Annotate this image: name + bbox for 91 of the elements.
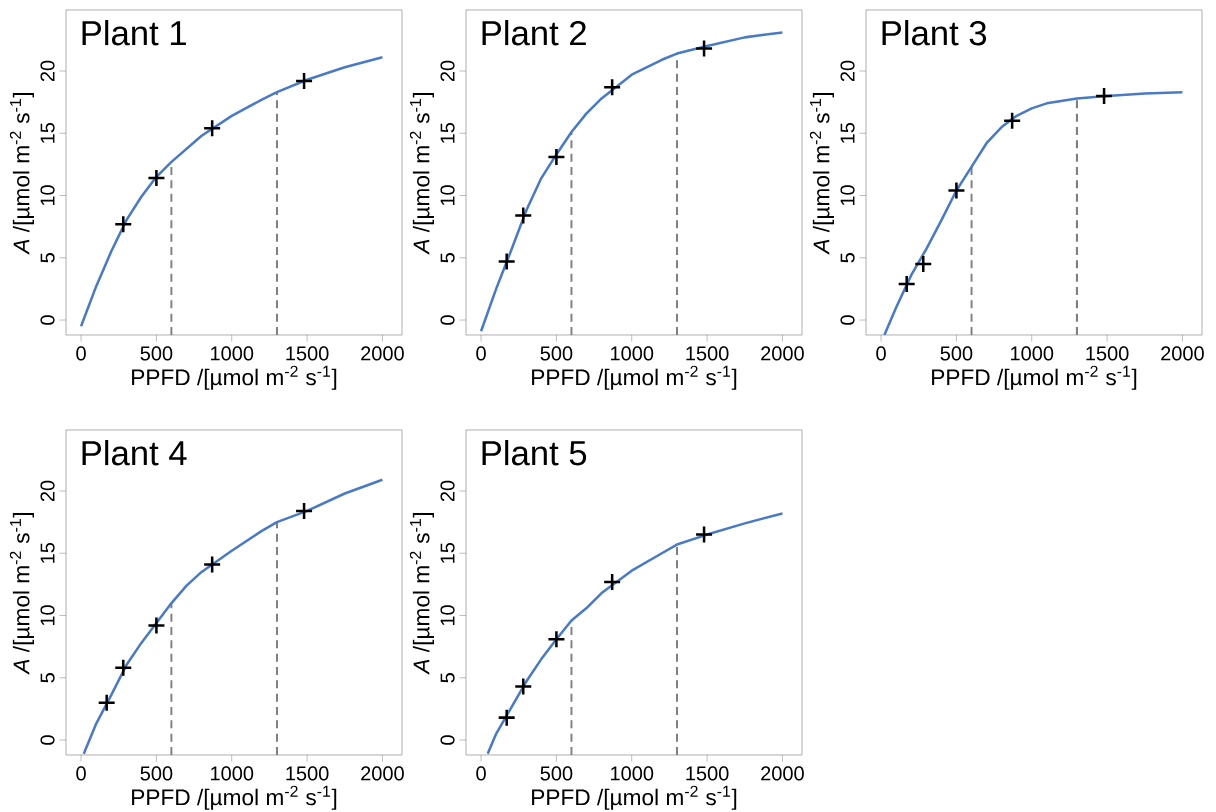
y-tick-label: 5 [40,673,55,683]
y-tick-label: 10 [40,605,55,626]
y-tick-label: 5 [440,673,455,683]
point [602,572,622,592]
x-tick-label: 500 [140,766,173,781]
x-tick-label: 1500 [686,766,729,781]
x-tick-label: 2000 [361,766,404,781]
y-tick-label: 20 [440,480,455,502]
point [602,77,622,97]
x-tick-label: 2000 [1161,346,1204,361]
y-tick-label: 0 [440,315,455,325]
point [513,677,533,696]
x-tick-label: 0 [876,346,886,361]
chart-title: Plant 1 [82,20,186,46]
y-tick-label: 15 [40,542,55,563]
y-tick-label: 5 [440,253,455,263]
point [202,119,222,138]
x-tick-label: 1500 [286,766,329,781]
y-tick-label: 10 [40,185,55,206]
y-axis-title: A /[µmol m$^{-2}$ s$^{-1}$] [9,512,34,675]
x-tick-label: 0 [76,346,86,361]
y-tick-label: 5 [40,253,55,263]
point [513,206,533,225]
y-tick-label: 0 [840,315,855,325]
point [97,693,116,712]
y-tick-label: 0 [40,735,55,745]
y-tick-label: 10 [840,185,855,206]
point [547,629,566,649]
point [1094,86,1114,106]
x-tick-label: 2000 [761,346,804,361]
y-tick-label: 0 [440,735,455,745]
line-series [883,90,1184,335]
x-tick-label: 0 [476,346,486,361]
x-tick-label: 2000 [361,346,404,361]
x-tick-label: 500 [940,346,973,361]
x-tick-label: 0 [76,766,86,781]
x-tick-label: 1000 [211,766,254,781]
y-tick-label: 10 [440,185,455,206]
x-axis-title: PPFD /[µmol m$^{-2}$ s$^{-1}$] [132,785,337,810]
x-tick-label: 0 [476,766,486,781]
y-tick-label: 15 [440,122,455,143]
x-tick-label: 1000 [611,346,654,361]
x-axis-title: PPFD /[µmol m$^{-2}$ s$^{-1}$] [932,365,1137,390]
point [294,71,314,91]
chart-title: Plant 5 [482,440,587,466]
y-axis-title: A /[µmol m$^{-2}$ s$^{-1}$] [809,92,834,255]
y-tick-label: 20 [440,60,455,82]
x-tick-label: 1000 [211,346,254,361]
y-axis-title: A /[µmol m$^{-2}$ s$^{-1}$] [9,92,34,255]
x-axis-title: PPFD /[µmol m$^{-2}$ s$^{-1}$] [532,785,737,810]
chart-title: Plant 2 [482,20,586,46]
point [897,274,916,294]
y-tick-label: 20 [40,480,55,502]
x-tick-label: 500 [140,346,173,361]
y-tick-label: 20 [40,60,55,82]
x-tick-label: 1500 [686,346,729,361]
point [147,168,166,188]
y-tick-label: 0 [40,315,55,325]
point [947,181,966,200]
point [547,147,566,167]
point [1002,111,1022,131]
x-tick-label: 1000 [611,766,654,781]
y-tick-label: 10 [440,605,455,626]
point [914,254,933,274]
point [694,525,714,544]
y-tick-label: 5 [840,253,855,263]
x-tick-label: 500 [540,346,573,361]
x-tick-label: 1000 [1011,346,1054,361]
y-tick-label: 15 [840,122,855,143]
x-axis-title: PPFD /[µmol m$^{-2}$ s$^{-1}$] [132,365,337,390]
x-tick-label: 500 [540,766,573,781]
y-tick-label: 15 [40,122,55,143]
line-series [79,56,384,328]
y-tick-label: 15 [440,542,455,563]
x-axis-title: PPFD /[µmol m$^{-2}$ s$^{-1}$] [532,365,737,390]
point [694,39,714,58]
point [497,252,516,271]
chart-title: Plant 3 [882,20,987,46]
point [294,501,314,521]
point [113,658,133,678]
chart-title: Plant 4 [82,440,187,466]
point [113,214,133,234]
x-tick-label: 2000 [761,766,804,781]
point [147,616,166,635]
y-axis-title: A /[µmol m$^{-2}$ s$^{-1}$] [409,92,434,255]
y-tick-label: 20 [840,60,855,82]
point [202,555,222,574]
y-axis-title: A /[µmol m$^{-2}$ s$^{-1}$] [409,512,434,675]
point [497,708,516,727]
x-tick-label: 1500 [286,346,329,361]
x-tick-label: 1500 [1086,346,1129,361]
